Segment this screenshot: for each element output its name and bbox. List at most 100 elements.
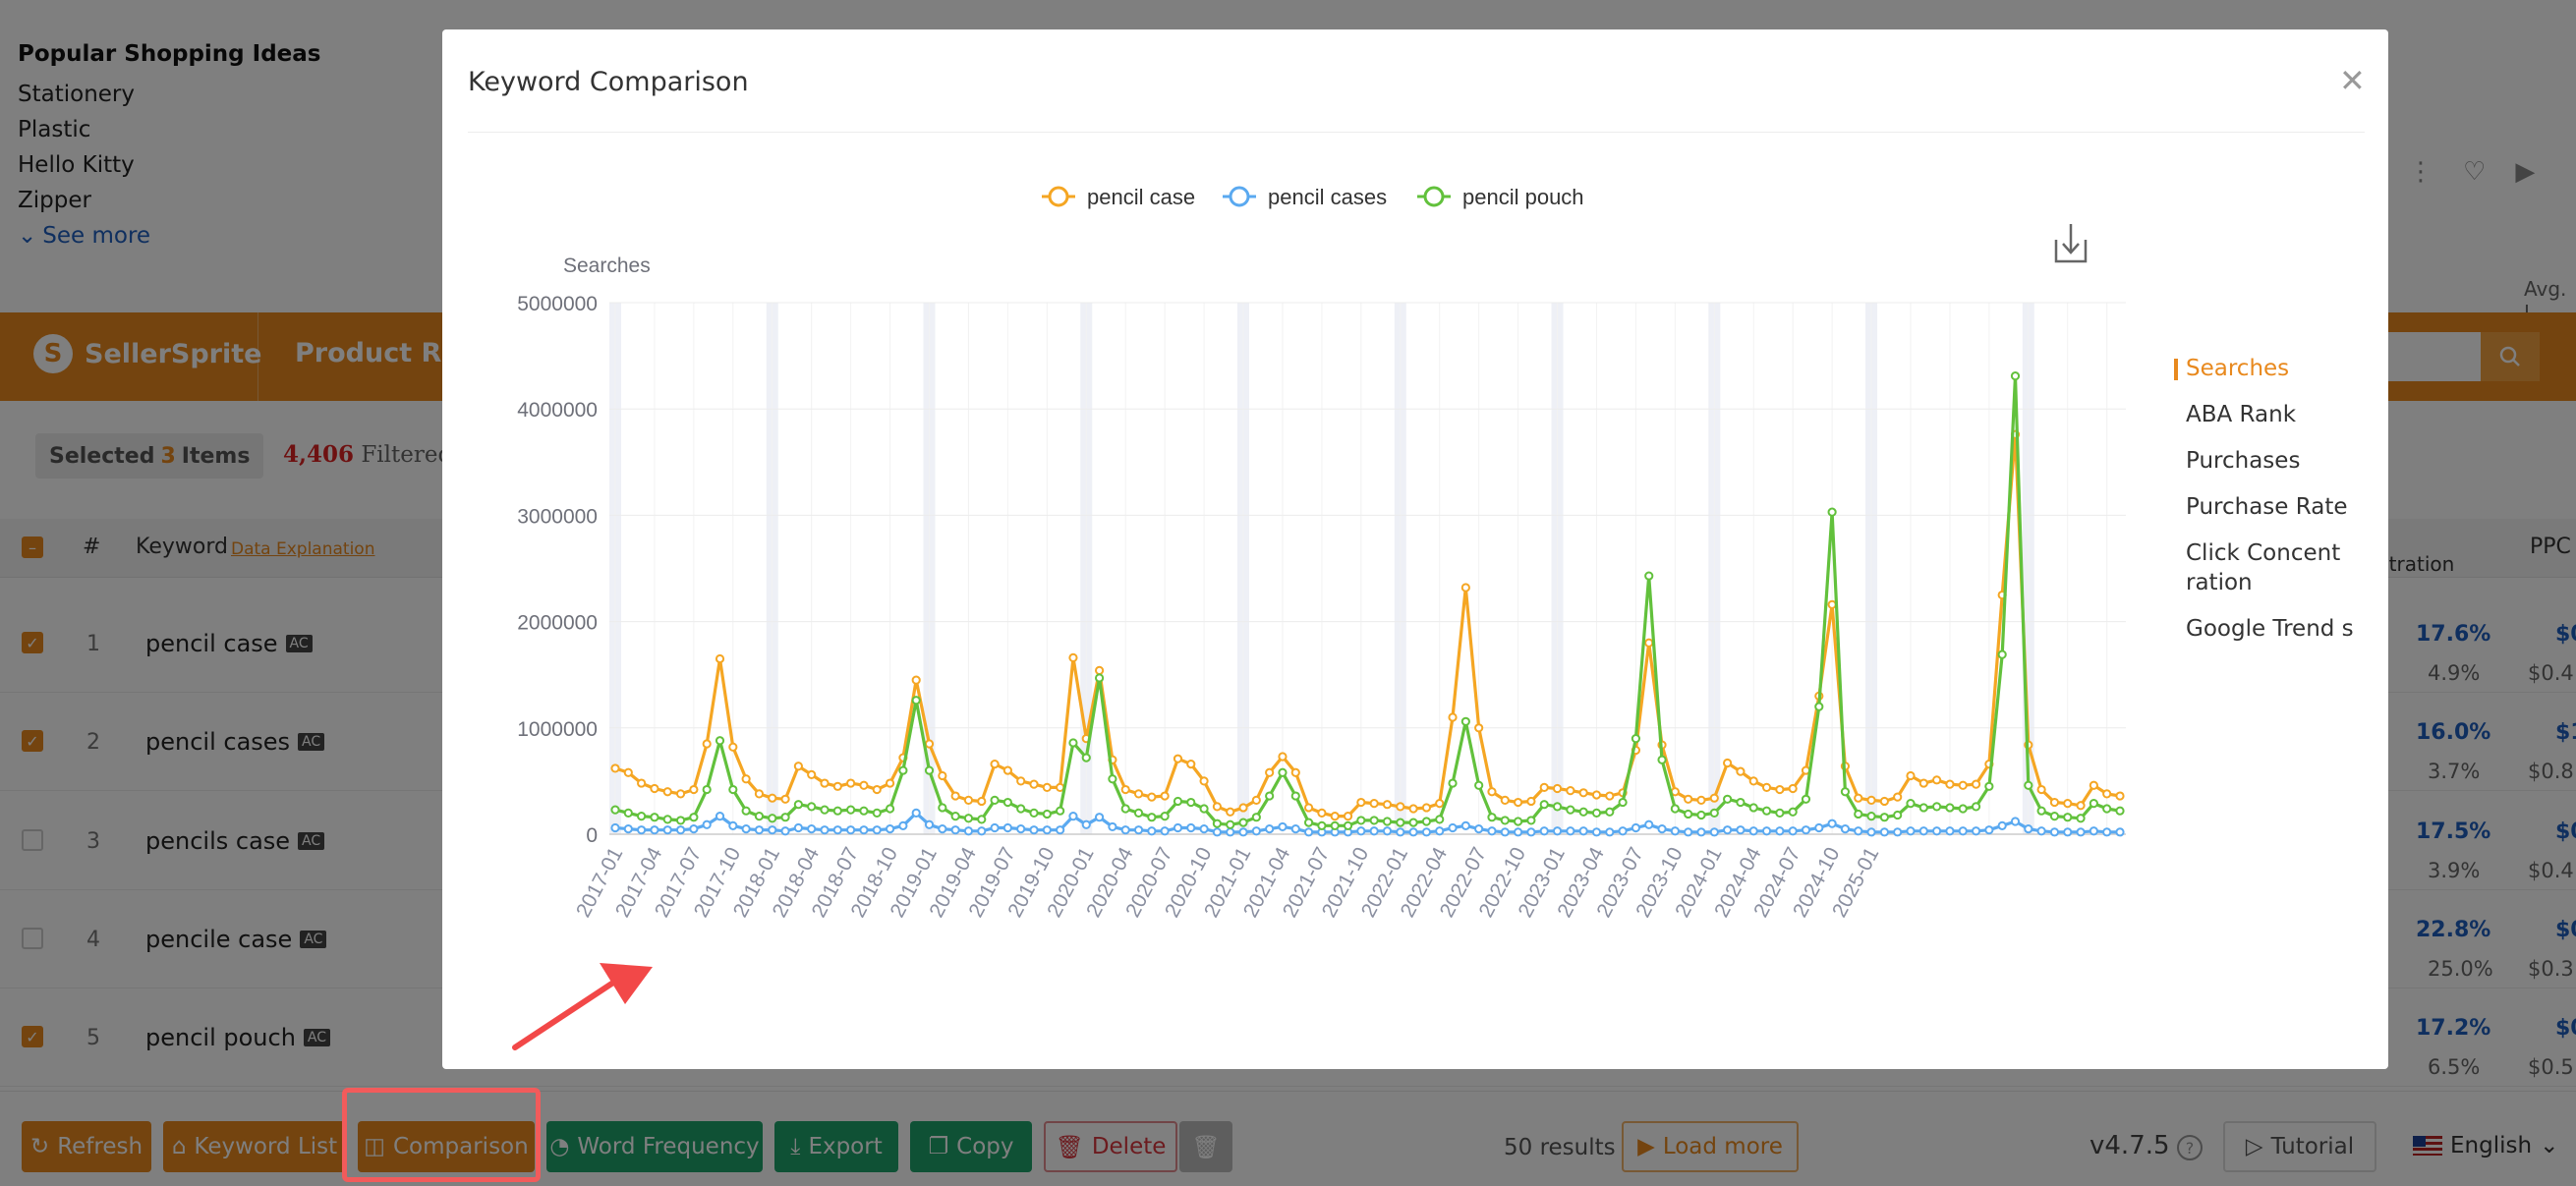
data-point xyxy=(1997,649,2007,659)
metric-option[interactable]: Purchase Rate xyxy=(2186,494,2348,520)
data-point xyxy=(1539,782,1549,792)
data-point xyxy=(859,806,869,816)
metric-option[interactable]: Click Concent ration xyxy=(2186,540,2341,595)
data-point xyxy=(911,696,921,706)
data-point xyxy=(963,795,974,805)
data-point xyxy=(1068,738,1078,748)
data-point xyxy=(1605,807,1615,817)
data-point xyxy=(1723,794,1733,804)
data-point xyxy=(1029,808,1039,818)
data-point xyxy=(832,825,842,835)
download-icon[interactable] xyxy=(2054,224,2088,263)
data-point xyxy=(2102,789,2112,799)
close-icon[interactable]: ✕ xyxy=(2339,62,2366,99)
data-point xyxy=(1265,767,1275,777)
data-point xyxy=(1748,826,1758,836)
data-point xyxy=(1147,792,1157,802)
data-point xyxy=(1605,791,1615,801)
data-point xyxy=(1514,817,1523,826)
data-point xyxy=(1893,827,1903,837)
data-point xyxy=(2049,827,2060,837)
data-point xyxy=(846,778,856,788)
data-point xyxy=(637,778,647,788)
data-point xyxy=(1160,812,1170,821)
data-point xyxy=(2063,813,2073,822)
data-point xyxy=(1186,797,1196,808)
data-point xyxy=(2049,797,2060,808)
data-point xyxy=(1487,813,1497,822)
data-point xyxy=(1932,802,1942,812)
data-point xyxy=(2076,801,2086,811)
data-point xyxy=(1173,754,1183,763)
legend-marker xyxy=(1229,186,1250,207)
data-point xyxy=(1068,812,1078,821)
modal-title: Keyword Comparison xyxy=(468,67,749,97)
data-point xyxy=(990,759,1000,769)
metric-option[interactable]: Purchases xyxy=(2186,448,2301,474)
y-tick-label: 4000000 xyxy=(517,399,598,422)
data-point xyxy=(1408,804,1418,814)
data-point xyxy=(832,806,842,816)
data-point xyxy=(1396,827,1405,837)
data-point xyxy=(820,805,830,815)
data-point xyxy=(662,825,672,835)
data-point xyxy=(610,763,620,773)
data-point xyxy=(963,826,974,836)
data-point xyxy=(741,806,751,816)
data-point xyxy=(623,808,633,818)
data-point xyxy=(2036,784,2046,795)
data-point xyxy=(872,808,882,818)
data-point xyxy=(950,825,960,835)
data-point xyxy=(911,675,921,685)
data-point xyxy=(702,739,712,749)
legend-marker xyxy=(1048,186,1069,207)
data-point xyxy=(807,823,817,834)
data-point xyxy=(1801,794,1811,804)
data-point xyxy=(689,823,699,834)
data-point xyxy=(820,825,830,835)
data-point xyxy=(1238,827,1248,837)
data-point xyxy=(754,825,765,835)
data-point xyxy=(2089,799,2098,809)
data-point xyxy=(898,820,908,830)
data-point xyxy=(1108,821,1117,832)
metric-option[interactable]: Google Trend s xyxy=(2186,616,2354,642)
metric-option[interactable]: Searches xyxy=(2174,354,2371,383)
data-point xyxy=(1251,795,1261,805)
keyword-comparison-modal: Keyword Comparison ✕ 0 1000000 2000000 3000… xyxy=(442,29,2388,1069)
data-point xyxy=(1460,820,1470,830)
data-point xyxy=(832,781,842,791)
data-point xyxy=(807,802,817,812)
data-point xyxy=(1644,571,1654,581)
data-point xyxy=(728,784,738,795)
data-point xyxy=(1421,827,1432,837)
data-point xyxy=(1631,822,1641,833)
data-point xyxy=(1775,784,1785,795)
data-point xyxy=(2049,812,2060,821)
data-point xyxy=(1251,813,1261,822)
legend-label: pencil cases xyxy=(1268,185,1387,209)
data-point xyxy=(1866,795,1876,805)
metric-option[interactable]: ABA Rank xyxy=(2186,402,2297,427)
data-point xyxy=(1016,804,1026,814)
data-point xyxy=(1029,779,1039,789)
data-point xyxy=(1317,808,1327,818)
data-point xyxy=(1657,755,1667,764)
data-point xyxy=(885,804,895,814)
data-point xyxy=(1369,799,1379,809)
data-point xyxy=(637,812,647,821)
data-point xyxy=(1290,791,1300,801)
data-point xyxy=(1684,827,1693,837)
data-point xyxy=(1918,778,1928,788)
data-point xyxy=(2036,806,2046,816)
data-point xyxy=(637,825,647,835)
data-point xyxy=(702,819,712,829)
data-point xyxy=(768,814,777,823)
data-point xyxy=(1591,808,1602,818)
data-point xyxy=(1474,780,1484,790)
data-point xyxy=(1474,723,1484,733)
data-point xyxy=(1500,827,1510,837)
data-point xyxy=(1761,826,1772,836)
data-point xyxy=(1566,805,1575,815)
